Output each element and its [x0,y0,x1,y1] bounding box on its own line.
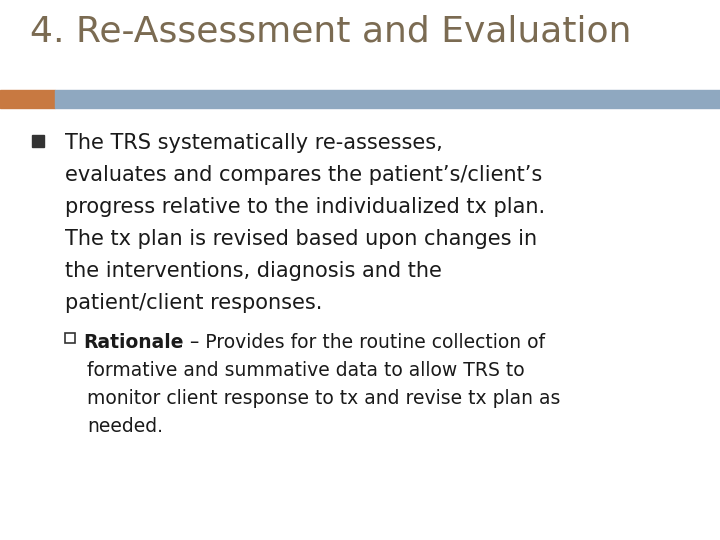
Text: The tx plan is revised based upon changes in: The tx plan is revised based upon change… [65,229,537,249]
Text: formative and summative data to allow TRS to: formative and summative data to allow TR… [87,361,525,380]
Text: – Provides for the routine collection of: – Provides for the routine collection of [184,333,544,352]
Text: needed.: needed. [87,417,163,436]
Text: patient/client responses.: patient/client responses. [65,293,323,313]
Bar [0,90,55,108]
Text: 4. Re-Assessment and Evaluation: 4. Re-Assessment and Evaluation [30,15,631,49]
Bar [32,135,44,147]
Text: progress relative to the individualized tx plan.: progress relative to the individualized … [65,197,545,217]
Bar [65,333,75,343]
Text: the interventions, diagnosis and the: the interventions, diagnosis and the [65,261,442,281]
Text: evaluates and compares the patient’s/client’s: evaluates and compares the patient’s/cli… [65,165,542,185]
Text: Rationale: Rationale [83,333,184,352]
Text: The TRS systematically re-assesses,: The TRS systematically re-assesses, [65,133,443,153]
Text: monitor client response to tx and revise tx plan as: monitor client response to tx and revise… [87,389,560,408]
Bar [55,90,720,108]
